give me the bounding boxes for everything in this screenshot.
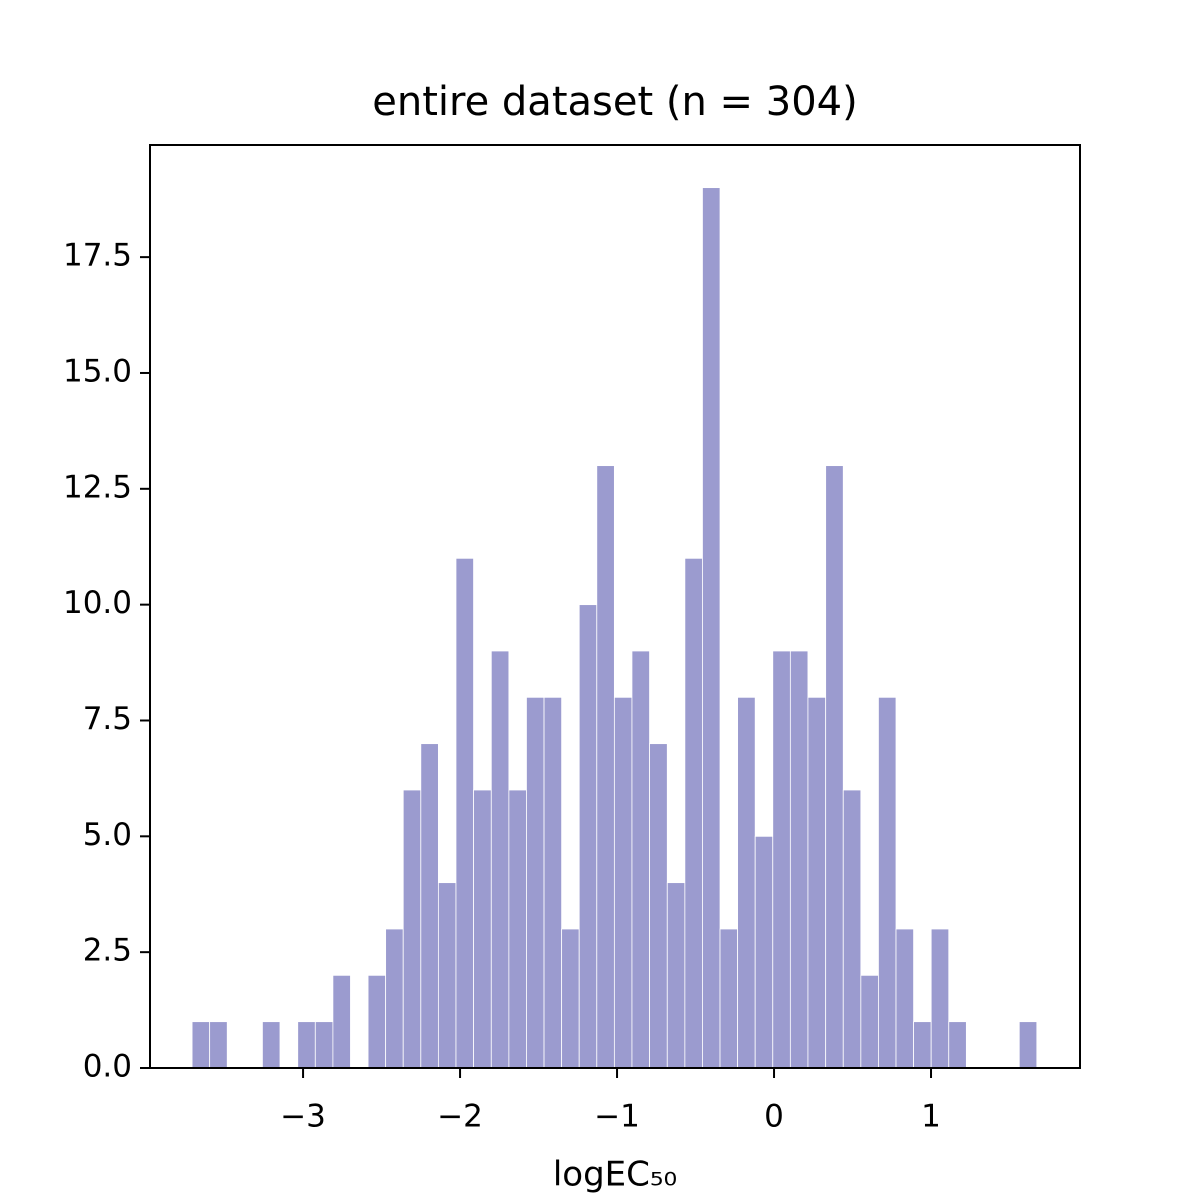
x-tick-label: 1: [921, 1099, 941, 1135]
y-tick-label: 15.0: [63, 353, 132, 389]
x-tick-label: 0: [764, 1099, 784, 1135]
bar: [702, 187, 721, 1069]
bar: [860, 974, 879, 1069]
bar: [913, 1021, 932, 1069]
bar: [508, 789, 527, 1069]
y-tick-label: 2.5: [83, 933, 132, 969]
bar: [825, 465, 844, 1069]
bar: [772, 650, 791, 1069]
bar: [878, 696, 897, 1069]
bar: [490, 650, 510, 1069]
bar: [420, 743, 439, 1069]
y-axis-label: Count: [0, 556, 7, 657]
bar: [402, 789, 422, 1069]
bar: [367, 974, 387, 1069]
y-tick-label: 0.0: [83, 1049, 132, 1085]
bar: [613, 696, 633, 1069]
bar: [561, 928, 580, 1069]
bar: [209, 1021, 228, 1069]
x-axis-label: logEC₅₀: [553, 1155, 677, 1195]
bar: [684, 557, 703, 1069]
bar: [754, 835, 774, 1069]
bar: [437, 882, 457, 1069]
bar: [789, 650, 809, 1069]
bar: [578, 604, 598, 1069]
bar: [314, 1021, 334, 1069]
bar: [631, 650, 650, 1069]
bar: [666, 882, 686, 1069]
bar: [842, 789, 862, 1069]
bar: [191, 1021, 211, 1069]
bar: [596, 465, 615, 1069]
chart-title: entire dataset (n = 304): [372, 79, 857, 125]
bar: [719, 928, 739, 1069]
x-tick-label: −2: [437, 1099, 483, 1135]
bar: [649, 743, 668, 1069]
bar: [262, 1021, 281, 1069]
y-tick-label: 5.0: [83, 817, 132, 853]
bar: [930, 928, 950, 1069]
bar: [1018, 1021, 1038, 1069]
y-tick-label: 7.5: [83, 701, 132, 737]
bar: [948, 1021, 967, 1069]
bar: [332, 974, 351, 1069]
x-tick-label: −1: [594, 1099, 640, 1135]
bar: [895, 928, 914, 1069]
bar: [807, 696, 827, 1069]
bar: [543, 696, 563, 1069]
y-tick-label: 10.0: [63, 585, 132, 621]
y-tick-label: 12.5: [63, 469, 132, 505]
x-tick-label: −3: [280, 1099, 326, 1135]
bar: [526, 696, 545, 1069]
bar: [385, 928, 404, 1069]
bar: [297, 1021, 316, 1069]
plot-frame: [149, 144, 1081, 1069]
bar: [737, 696, 756, 1069]
y-tick-label: 17.5: [63, 238, 132, 274]
bar: [473, 789, 492, 1069]
bar: [455, 557, 474, 1069]
